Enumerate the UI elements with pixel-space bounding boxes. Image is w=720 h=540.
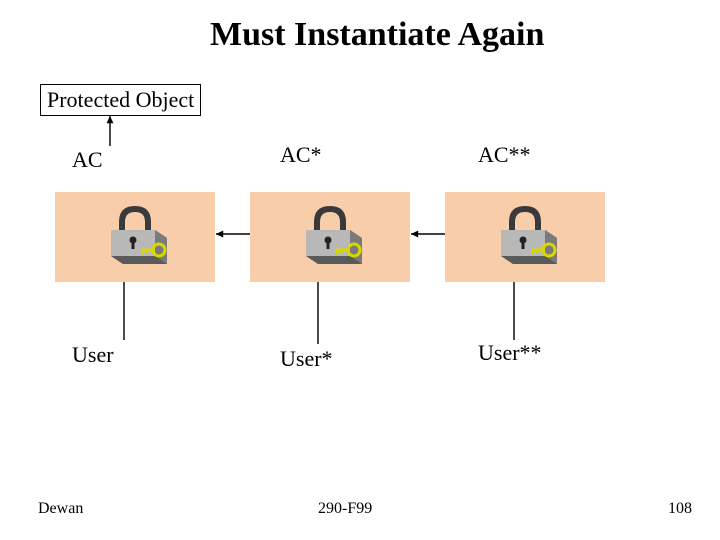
col0-top-label: AC (72, 147, 103, 173)
col1-bottom-label: User* (280, 346, 333, 372)
col2-top-label: AC** (478, 142, 531, 168)
lock-box-1 (250, 192, 410, 282)
footer-author: Dewan (38, 500, 83, 518)
protected-object-box: Protected Object (40, 84, 201, 116)
lock-box-0 (55, 192, 215, 282)
col2-bottom-label: User** (478, 340, 542, 366)
lock-icon (250, 192, 410, 282)
lock-box-2 (445, 192, 605, 282)
col1-top-label: AC* (280, 142, 322, 168)
col0-bottom-label: User (72, 342, 114, 368)
lock-icon (55, 192, 215, 282)
slide-title: Must Instantiate Again (210, 16, 544, 54)
footer-course: 290-F99 (318, 500, 372, 518)
lock-icon (445, 192, 605, 282)
footer-pagenum: 108 (668, 500, 692, 518)
